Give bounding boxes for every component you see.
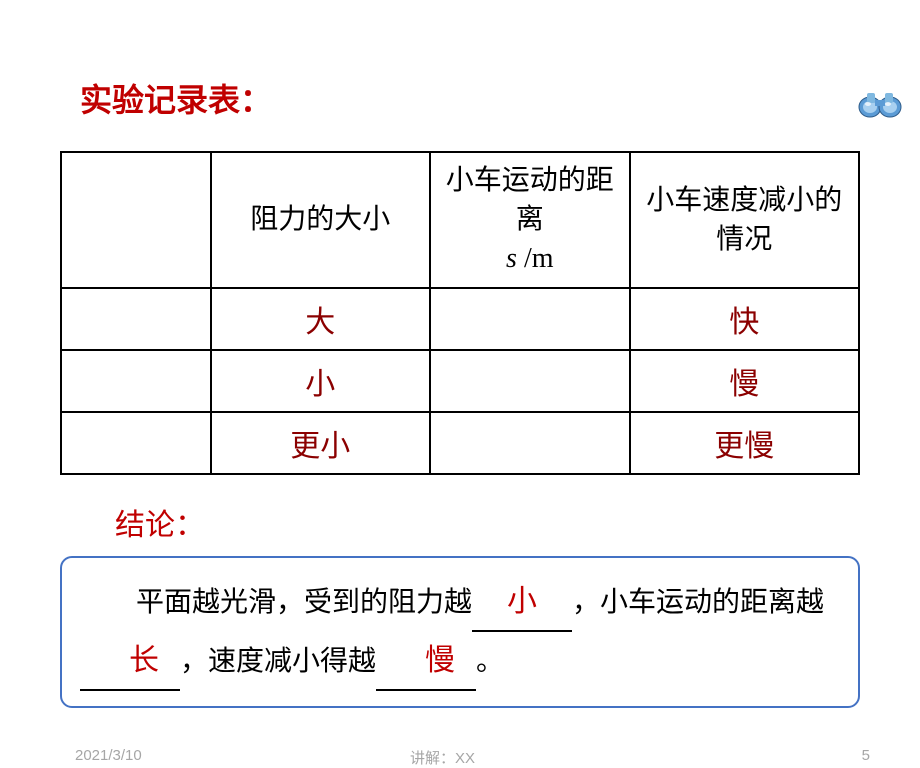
fill-answer-3: 慢 [425,644,455,677]
table-cell [430,288,630,350]
conclusion-box: 平面越光滑，受到的阻力越小 ，小车运动的距离越 长 ，速度减小得越 慢 。 [60,556,860,708]
table-cell: 大 [211,288,430,350]
blank-fill-2: 长 [80,632,180,691]
table-row: 小 慢 [61,350,859,412]
table-cell [61,350,211,412]
binoculars-icon [855,85,905,120]
conclusion-text-1: 平面越光滑，受到的阻力越 [136,587,472,618]
table-header-distance: 小车运动的距离 s /m [430,152,630,288]
table-cell [430,350,630,412]
page-title: 实验记录表： [80,75,920,121]
table-row: 大 快 [61,288,859,350]
conclusion-label: 结论： [115,500,920,544]
table-cell: 更小 [211,412,430,474]
table-row: 更小 更慢 [61,412,859,474]
table-header-empty [61,152,211,288]
fill-answer-1: 小 [507,585,537,618]
table-cell [61,412,211,474]
table-header-speed: 小车速度减小的情况 [630,152,859,288]
footer-page: 5 [862,747,870,764]
footer-author: 讲解：XX [410,747,475,768]
experiment-table: 阻力的大小 小车运动的距离 s /m 小车速度减小的情况 大 快 小 慢 更小 … [60,151,860,475]
blank-fill-3: 慢 [376,632,476,691]
fill-answer-2: 长 [129,644,159,677]
conclusion-text-3: ，速度减小得越 [180,646,376,677]
table-cell: 快 [630,288,859,350]
table-header-row: 阻力的大小 小车运动的距离 s /m 小车速度减小的情况 [61,152,859,288]
table-cell: 更慢 [630,412,859,474]
table-cell [61,288,211,350]
blank-fill-1: 小 [472,573,572,632]
conclusion-text [80,587,136,618]
table-cell: 慢 [630,350,859,412]
table-cell [430,412,630,474]
table-header-resistance: 阻力的大小 [211,152,430,288]
table-cell: 小 [211,350,430,412]
conclusion-text-2: ，小车运动的距离越 [572,587,824,618]
footer-date: 2021/3/10 [75,747,142,764]
